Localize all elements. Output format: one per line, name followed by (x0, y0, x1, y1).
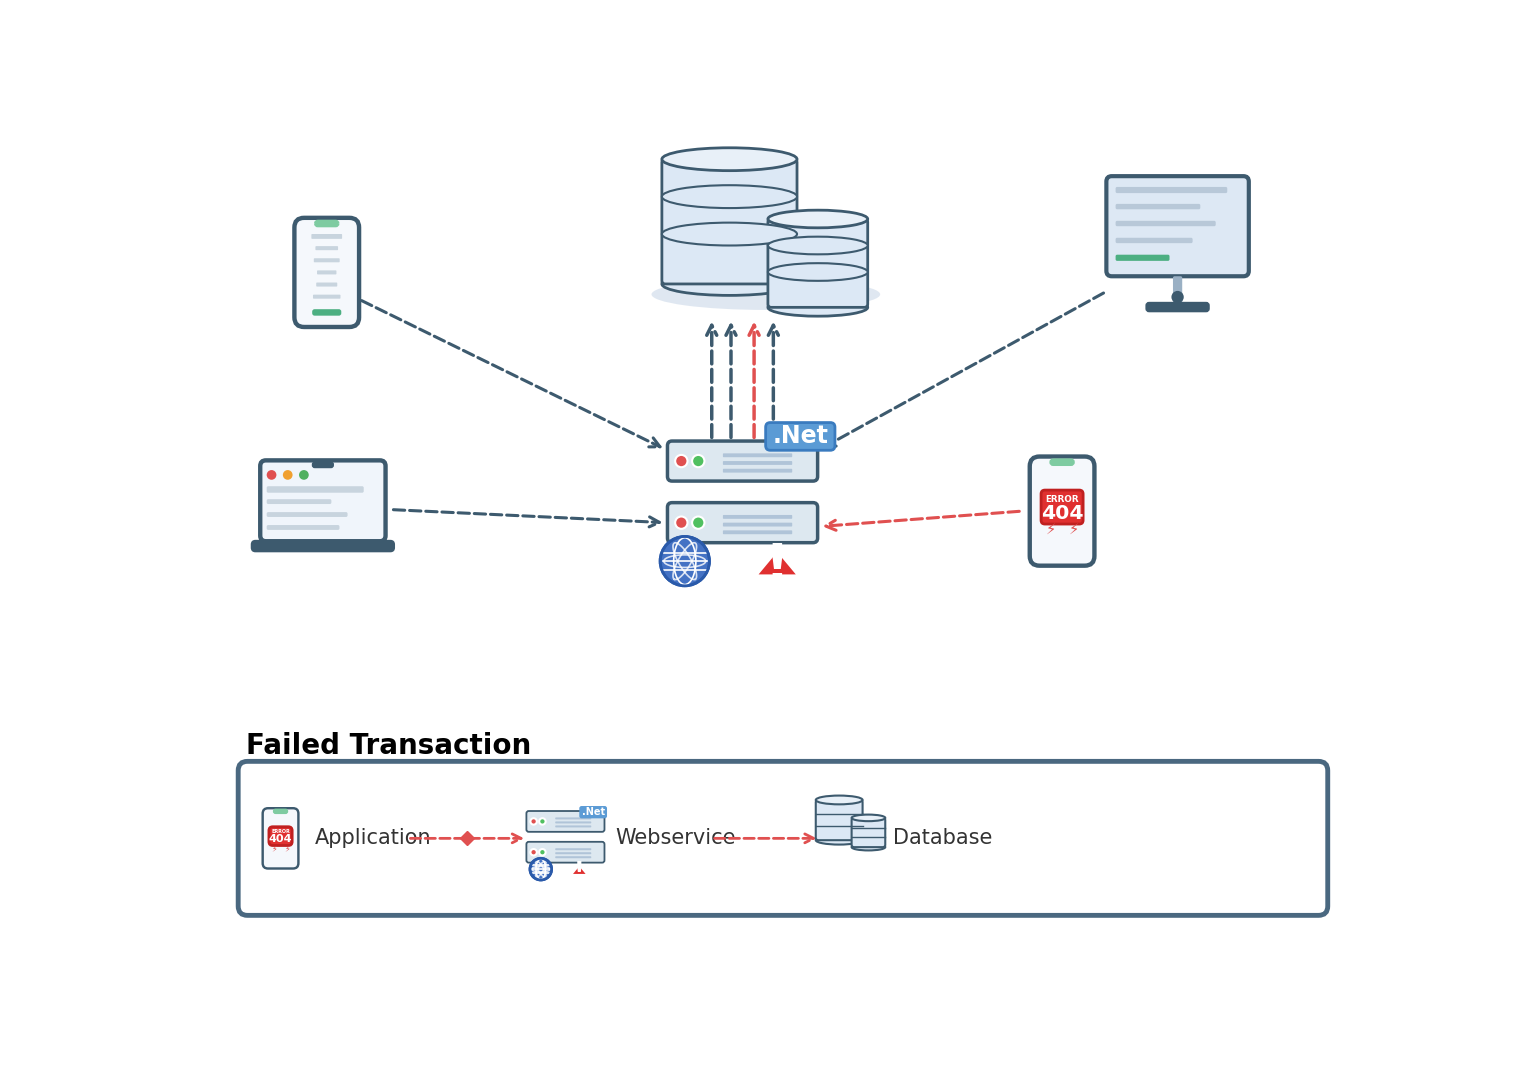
Circle shape (530, 819, 536, 824)
FancyBboxPatch shape (1106, 177, 1249, 276)
FancyBboxPatch shape (662, 159, 797, 284)
FancyBboxPatch shape (723, 531, 793, 534)
Text: ERROR: ERROR (272, 830, 290, 834)
FancyBboxPatch shape (723, 514, 793, 519)
FancyBboxPatch shape (316, 271, 336, 274)
FancyBboxPatch shape (527, 841, 605, 863)
Text: ⚡: ⚡ (284, 844, 290, 853)
FancyBboxPatch shape (768, 219, 868, 308)
Ellipse shape (816, 836, 863, 845)
Ellipse shape (851, 844, 885, 850)
FancyBboxPatch shape (723, 523, 793, 526)
FancyBboxPatch shape (1051, 460, 1074, 465)
Text: ⚡: ⚡ (272, 844, 276, 853)
FancyBboxPatch shape (313, 295, 341, 299)
FancyBboxPatch shape (238, 761, 1327, 915)
FancyBboxPatch shape (267, 525, 339, 530)
FancyBboxPatch shape (312, 234, 343, 239)
FancyBboxPatch shape (723, 469, 793, 472)
FancyBboxPatch shape (263, 808, 298, 869)
FancyBboxPatch shape (554, 818, 591, 820)
Text: 404: 404 (1041, 504, 1083, 523)
Text: 404: 404 (269, 834, 292, 845)
FancyBboxPatch shape (260, 460, 386, 542)
Text: Database: Database (892, 828, 992, 848)
Ellipse shape (768, 299, 868, 316)
Circle shape (660, 536, 710, 586)
Circle shape (530, 859, 551, 880)
Ellipse shape (768, 210, 868, 227)
Polygon shape (756, 550, 799, 576)
FancyBboxPatch shape (527, 811, 605, 832)
Circle shape (693, 455, 705, 467)
FancyBboxPatch shape (1029, 457, 1095, 565)
FancyBboxPatch shape (316, 283, 338, 287)
Ellipse shape (662, 223, 797, 246)
FancyBboxPatch shape (723, 461, 793, 465)
FancyBboxPatch shape (275, 810, 287, 812)
Text: Webservice: Webservice (616, 828, 736, 848)
FancyBboxPatch shape (313, 258, 339, 262)
Circle shape (267, 470, 276, 480)
FancyBboxPatch shape (668, 441, 817, 481)
FancyBboxPatch shape (554, 857, 591, 858)
FancyBboxPatch shape (267, 499, 332, 504)
FancyBboxPatch shape (579, 806, 607, 819)
FancyBboxPatch shape (1115, 221, 1215, 226)
Circle shape (676, 517, 688, 529)
Text: ERROR: ERROR (1046, 495, 1078, 504)
FancyBboxPatch shape (723, 454, 793, 457)
Circle shape (693, 517, 705, 529)
Ellipse shape (768, 263, 868, 280)
Polygon shape (570, 864, 588, 875)
Text: .Net: .Net (582, 807, 605, 818)
FancyBboxPatch shape (554, 825, 591, 827)
FancyBboxPatch shape (269, 826, 292, 846)
FancyBboxPatch shape (295, 218, 359, 327)
FancyBboxPatch shape (851, 818, 885, 847)
Circle shape (1172, 291, 1184, 303)
Ellipse shape (662, 147, 797, 171)
FancyBboxPatch shape (816, 800, 863, 840)
FancyBboxPatch shape (554, 848, 591, 850)
FancyBboxPatch shape (1041, 491, 1083, 524)
FancyBboxPatch shape (267, 512, 347, 517)
Text: Application: Application (315, 828, 432, 848)
Circle shape (283, 470, 292, 480)
Text: !: ! (765, 542, 790, 593)
FancyBboxPatch shape (315, 221, 338, 226)
FancyBboxPatch shape (668, 503, 817, 543)
Text: ⚡: ⚡ (1068, 522, 1078, 537)
Circle shape (539, 819, 545, 824)
Ellipse shape (662, 185, 797, 208)
FancyBboxPatch shape (1115, 187, 1227, 193)
Ellipse shape (662, 273, 797, 296)
FancyBboxPatch shape (554, 821, 591, 823)
FancyBboxPatch shape (315, 246, 338, 250)
Text: .Net: .Net (773, 425, 828, 448)
FancyBboxPatch shape (1115, 204, 1200, 209)
Ellipse shape (851, 814, 885, 821)
Circle shape (300, 470, 309, 480)
Circle shape (676, 455, 688, 467)
FancyBboxPatch shape (1115, 238, 1192, 244)
Text: Failed Transaction: Failed Transaction (246, 732, 531, 760)
Ellipse shape (813, 838, 892, 850)
Text: !: ! (574, 860, 585, 883)
FancyBboxPatch shape (765, 422, 836, 451)
FancyBboxPatch shape (1115, 255, 1169, 261)
Ellipse shape (816, 796, 863, 805)
Text: ⚡: ⚡ (1046, 522, 1055, 537)
FancyBboxPatch shape (1147, 303, 1209, 311)
FancyBboxPatch shape (267, 486, 364, 493)
Ellipse shape (768, 237, 868, 255)
FancyBboxPatch shape (312, 310, 341, 315)
FancyBboxPatch shape (252, 542, 393, 551)
FancyBboxPatch shape (1174, 276, 1183, 303)
Circle shape (539, 849, 545, 856)
Ellipse shape (651, 278, 880, 310)
FancyBboxPatch shape (554, 852, 591, 854)
Circle shape (530, 849, 536, 856)
FancyBboxPatch shape (313, 462, 333, 467)
